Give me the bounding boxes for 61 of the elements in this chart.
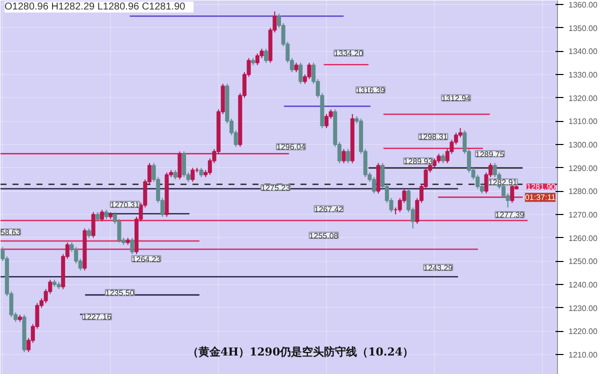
candlestick (294, 62, 298, 73)
annotation: 1275.23 (261, 184, 291, 193)
annotation: 1289.75 (475, 150, 505, 159)
y-tick-label: 1270.00 (568, 210, 598, 220)
candlestick (130, 237, 134, 255)
candlestick (298, 62, 303, 84)
candlestick (342, 148, 346, 164)
y-tick-label: 1340.00 (568, 47, 598, 56)
candlestick (182, 150, 186, 178)
y-tick-label: 1290.00 (568, 164, 598, 173)
candlestick (346, 148, 350, 164)
ref-line-label: 1289.93 (404, 156, 434, 166)
annotation: 1264.23 (132, 254, 162, 264)
ref-line-label: 1235.50 (105, 288, 135, 298)
y-tick-label: 1250.00 (568, 257, 598, 266)
annotation: 58.63 (0, 228, 22, 237)
ref-line-label: 1316.39 (356, 86, 386, 95)
y-tick-label: 1240.00 (568, 280, 598, 290)
ref-line-label: 1267.42 (314, 204, 344, 214)
candlestick (96, 212, 100, 222)
y-tick-label: 1210.00 (568, 350, 598, 360)
y-tick-label: 1260.00 (568, 234, 598, 243)
ref-line-label: 1334.20 (334, 48, 364, 58)
candlestick (255, 52, 260, 66)
candlestick (307, 62, 312, 80)
candlestick (173, 170, 178, 180)
chart-subtitle: O1280.96 H1282.29 L1280.96 C1281.90 (4, 2, 186, 12)
text: （黄金4H）1290仍是空头防守线（10.24） (187, 346, 414, 358)
ref-line-label: 1298.31 (418, 132, 448, 142)
y-tick-label: 1230.00 (568, 304, 598, 313)
candlestick (264, 48, 268, 64)
ref-line-label: 1270.31 (110, 200, 140, 210)
candlestick (91, 212, 96, 238)
ref-line-label: 1282.91 (488, 178, 518, 187)
candlestick (441, 153, 446, 164)
y-tick-label: 1330.00 (568, 70, 598, 80)
y-tick-label: 1360.00 (568, 0, 598, 10)
ref-line-label: 1227.16 (82, 312, 112, 322)
candlestick (510, 184, 514, 204)
y-tick-label: 1220.00 (568, 327, 598, 336)
candlestick (178, 150, 182, 180)
ref-line-label: 1312.94 (442, 94, 472, 103)
y-tick-label: 1280.00 (568, 187, 598, 196)
ref-line-label: 1296.04 (276, 142, 306, 152)
y-tick-label: 1320.00 (568, 94, 598, 103)
candlestick (87, 228, 92, 238)
y-tick-label: 1350.00 (568, 24, 598, 33)
annotation: 1281.90 (526, 182, 556, 192)
candlestick (372, 176, 376, 194)
candlestick (100, 209, 104, 222)
y-tick-label: 1310.00 (568, 117, 598, 126)
annotation: 01:37:11 (524, 192, 556, 202)
candlestick (199, 167, 204, 178)
y-tick-label: 1300.00 (568, 140, 598, 150)
ref-line-label: 1277.39 (495, 210, 525, 220)
candlestick (324, 114, 329, 129)
candlestick (104, 209, 108, 220)
candlestick (190, 167, 195, 182)
ref-line-label: 1255.08 (309, 231, 339, 240)
candlestick (436, 153, 441, 164)
ref-line-label: 1243.29 (424, 263, 454, 272)
